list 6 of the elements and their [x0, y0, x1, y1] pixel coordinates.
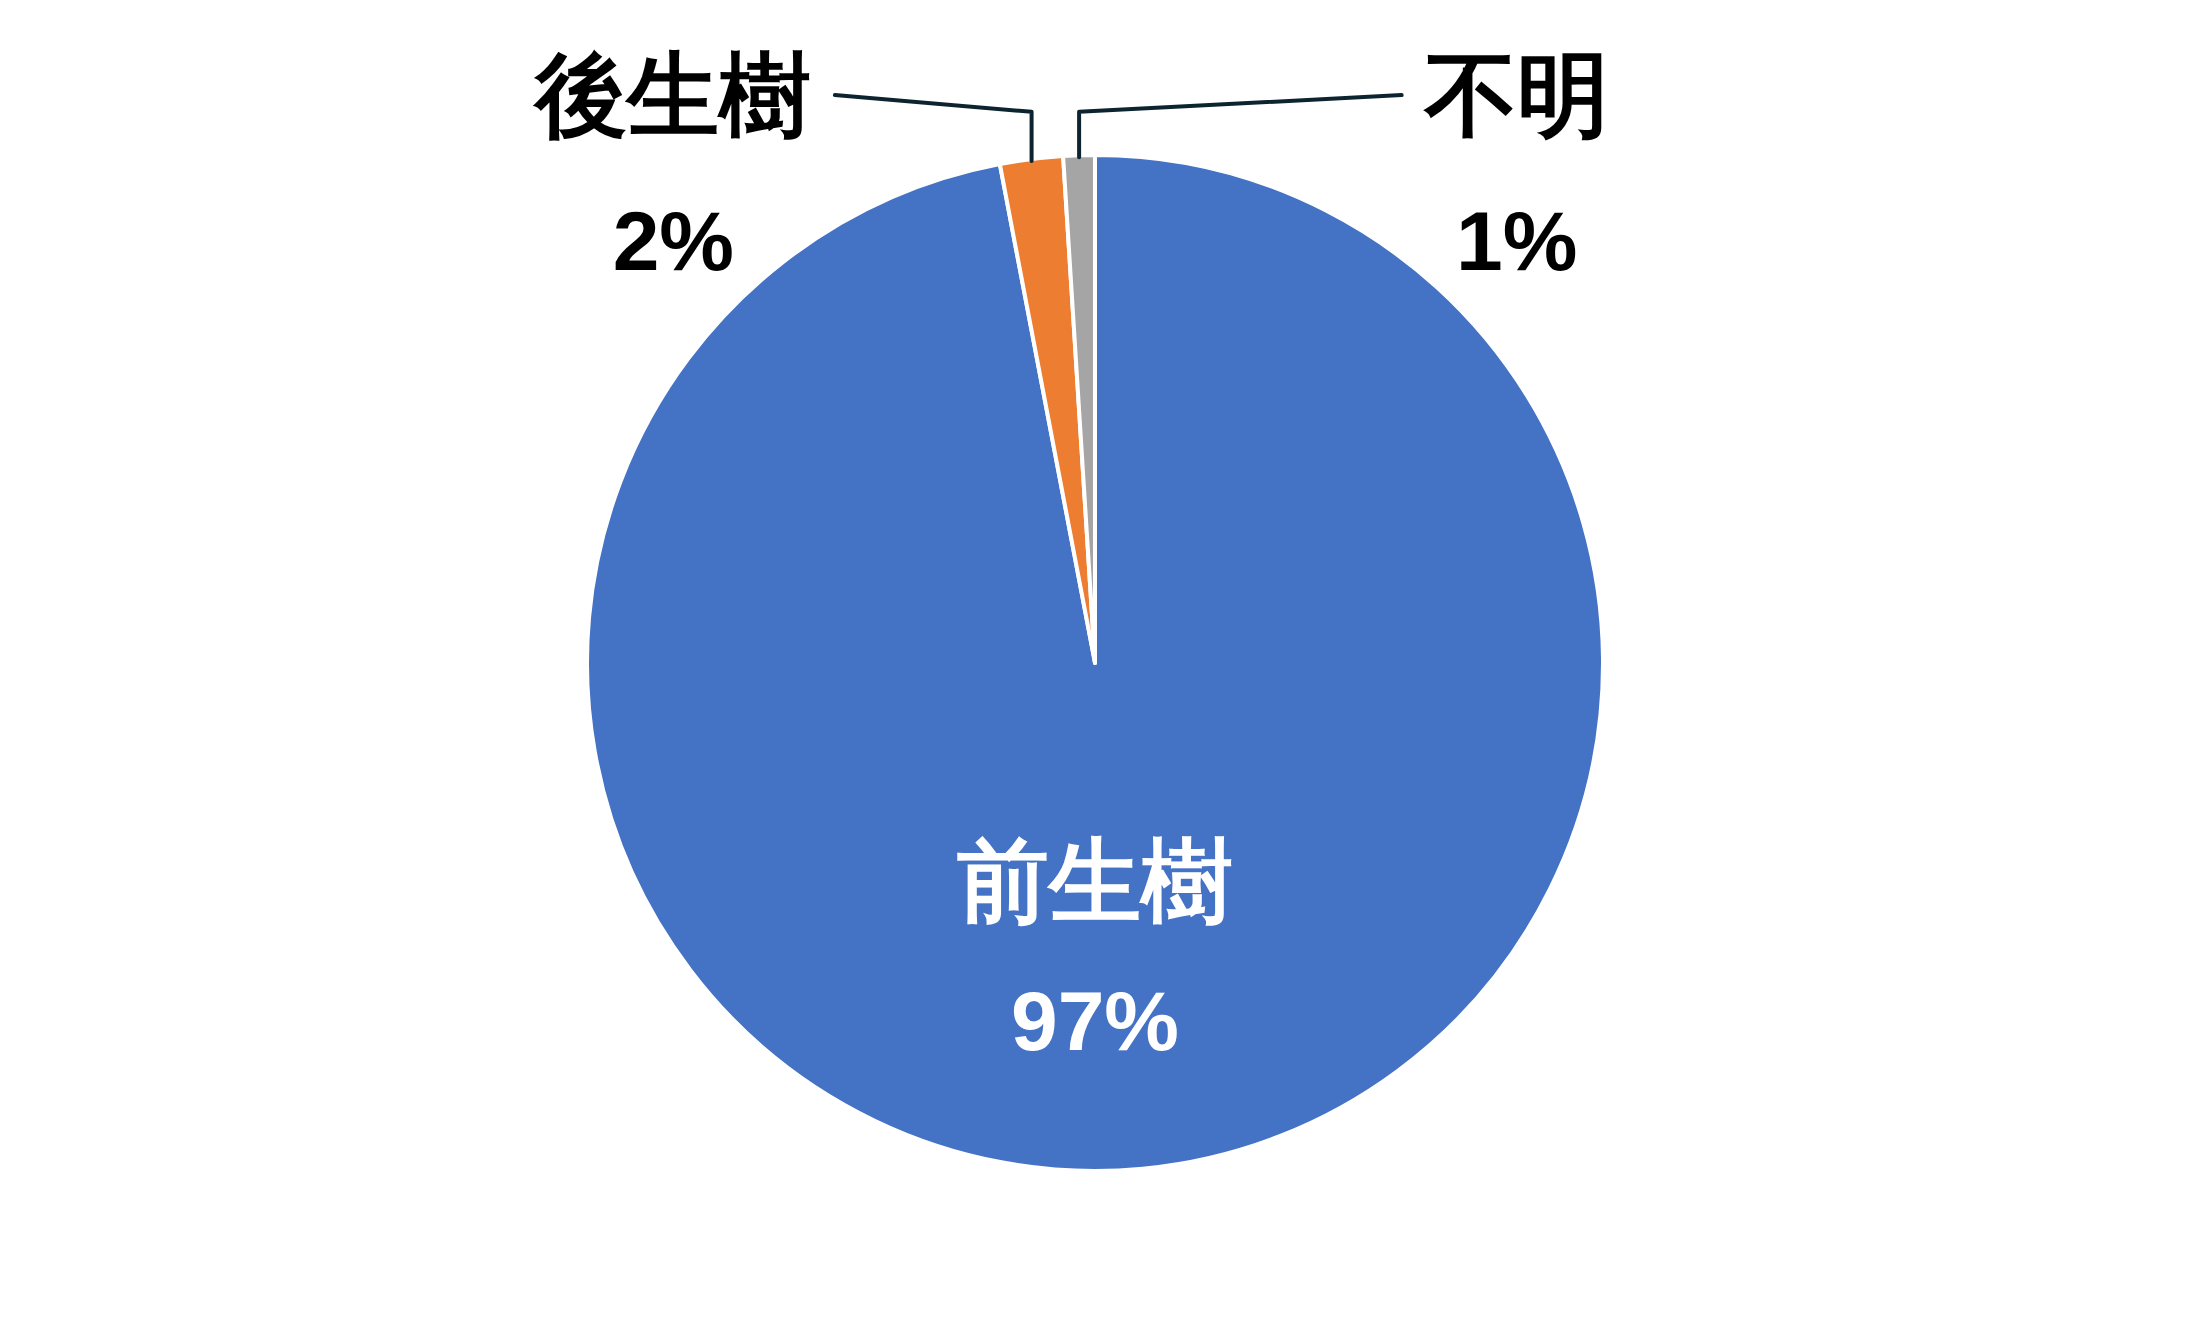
data-label: 1%	[1455, 194, 1578, 289]
slice-label: 後生樹	[532, 44, 812, 147]
slice-label: 前生樹	[957, 830, 1233, 933]
data-label: 2%	[612, 194, 735, 289]
data-label: 97%	[1010, 974, 1180, 1069]
slice-label: 不明	[1422, 44, 1609, 147]
